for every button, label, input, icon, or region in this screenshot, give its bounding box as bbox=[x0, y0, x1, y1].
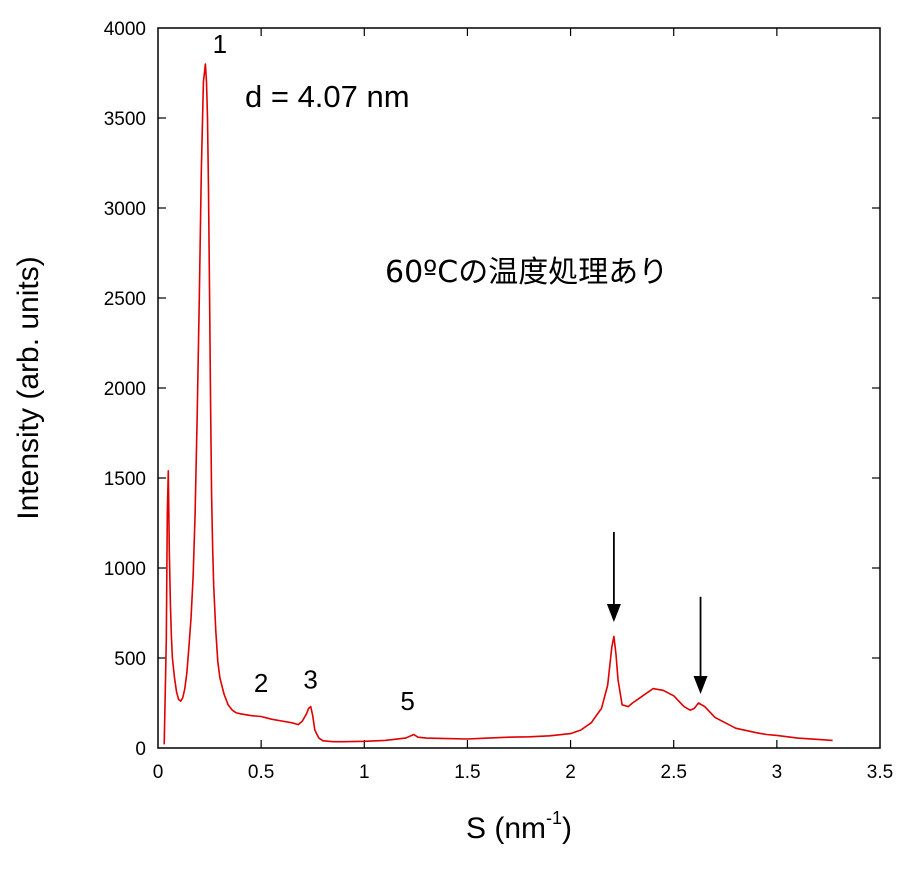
x-tick-label: 3 bbox=[772, 762, 783, 783]
x-axis-title-base: S (nm bbox=[466, 812, 546, 845]
arrow-head bbox=[693, 676, 708, 694]
y-tick-label: 3500 bbox=[104, 109, 146, 130]
y-tick-label: 4000 bbox=[104, 19, 146, 40]
x-tick-label: 0 bbox=[153, 762, 164, 783]
arrow-head bbox=[606, 604, 621, 622]
peak-label-1: 1 bbox=[213, 29, 227, 59]
y-tick-label: 1000 bbox=[104, 559, 146, 580]
treatment-annotation: 60ºCの温度処理あり bbox=[385, 255, 668, 290]
spacing-annotation: d = 4.07 nm bbox=[245, 79, 410, 114]
y-axis-ticks: 0 500 1000 1500 2000 2500 3000 3500 4000 bbox=[104, 19, 880, 760]
x-tick-label: 0.5 bbox=[248, 762, 274, 783]
x-axis-title: S (nm-1) bbox=[466, 808, 572, 845]
y-axis-title: Intensity (arb. units) bbox=[12, 256, 45, 519]
x-tick-label: 3.5 bbox=[867, 762, 893, 783]
peak-label-5: 5 bbox=[400, 686, 414, 716]
peak-label-3: 3 bbox=[303, 665, 317, 695]
plot-frame bbox=[157, 27, 881, 749]
y-tick-label: 0 bbox=[135, 739, 146, 760]
y-tick-label: 3000 bbox=[104, 199, 146, 220]
x-tick-label: 2 bbox=[565, 762, 576, 783]
y-tick-label: 2000 bbox=[104, 379, 146, 400]
x-axis-title-tail: ) bbox=[562, 812, 572, 845]
x-tick-label: 2.5 bbox=[661, 762, 687, 783]
peak-label-2: 2 bbox=[254, 668, 268, 698]
x-tick-label: 1 bbox=[359, 762, 370, 783]
x-axis-ticks: 0 0.5 1 1.5 2 2.5 3 3.5 bbox=[153, 28, 893, 783]
y-tick-label: 500 bbox=[114, 649, 146, 670]
intensity-curve bbox=[163, 63, 833, 745]
y-tick-label: 2500 bbox=[104, 289, 146, 310]
x-tick-label: 1.5 bbox=[454, 762, 480, 783]
peak-labels: 1 2 3 5 bbox=[213, 29, 415, 716]
x-axis-title-sup: -1 bbox=[546, 808, 562, 828]
peak-arrows bbox=[606, 532, 708, 694]
y-tick-label: 1500 bbox=[104, 469, 146, 490]
